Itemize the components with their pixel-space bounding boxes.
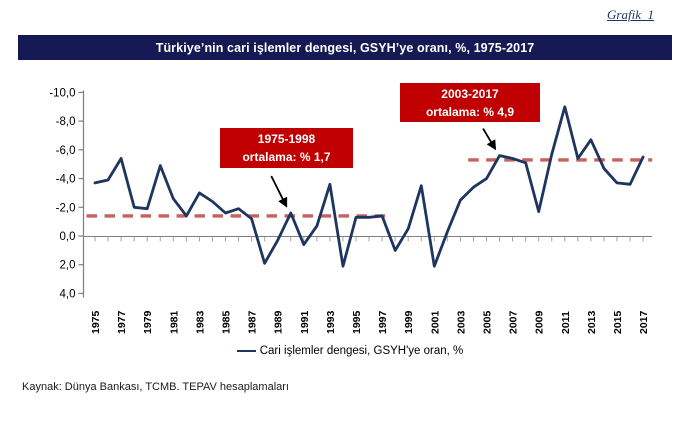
x-tick-label: 1989 [273, 310, 285, 334]
y-tick-label: -6,0 [56, 145, 76, 157]
source-note: Kaynak: Dünya Bankası, TCMB. TEPAV hesap… [22, 381, 289, 393]
x-tick-label: 1985 [221, 310, 233, 334]
chart-title: Türkiye’nin cari işlemler dengesi, GSYH’… [155, 40, 535, 55]
y-tick-label: -2,0 [56, 202, 76, 214]
x-tick-label: 2013 [586, 310, 598, 334]
chart-title-bar: Türkiye’nin cari işlemler dengesi, GSYH’… [18, 35, 672, 60]
annotation-period-label: 2003-2017 [441, 86, 499, 101]
x-tick-label: 2015 [612, 310, 624, 334]
x-tick-label: 1983 [194, 310, 206, 334]
x-tick-label: 1993 [325, 310, 337, 334]
series-line [93, 105, 645, 268]
x-tick-label: 1991 [299, 310, 311, 334]
x-tick-label: 2005 [482, 310, 494, 334]
x-tick-label: 2009 [534, 310, 546, 334]
annotation-box-1975-1998: 1975-1998 ortalama: % 1,7 [220, 128, 353, 168]
axis-labels-layer: -10,0 -8,0 -6,0 -4,0 -2,0 0,0 2,0 4,0 1975 1977 19… [49, 87, 650, 334]
y-tick-label: -4,0 [56, 174, 76, 186]
y-tick-label: -8,0 [56, 116, 76, 128]
x-tick-label: 1987 [247, 310, 259, 334]
x-tick-label: 1999 [403, 310, 415, 334]
series-layer [93, 105, 645, 268]
annotation-arrows-layer [270, 128, 497, 208]
x-tick-label: 1975 [90, 310, 102, 334]
annotation-box-2003-2017: 2003-2017 ortalama: % 4,9 [400, 83, 540, 122]
axes-layer [78, 90, 652, 298]
x-tick-label: 2017 [638, 310, 650, 334]
x-tick-label: 1997 [377, 310, 389, 334]
x-tick-label: 1977 [116, 310, 128, 334]
figure-caption-grafik: Grafik_1 [607, 7, 654, 22]
legend-label: Cari işlemler dengesi, GSYH'ye oran, % [259, 345, 464, 357]
x-tick-label: 1981 [168, 310, 180, 334]
legend-line-sample [236, 350, 256, 352]
legend: Cari işlemler dengesi, GSYH'ye oran, % [0, 345, 700, 357]
annotation-period-label: 1975-1998 [257, 132, 316, 146]
x-tick-label: 2001 [429, 310, 441, 334]
y-tick-label: 0,0 [60, 231, 76, 243]
x-tick-label: 2003 [455, 310, 467, 334]
y-tick-label: -10,0 [49, 87, 75, 99]
y-tick-label: 2,0 [60, 260, 76, 272]
average-lines-layer [86, 158, 653, 218]
x-tick-label: 1995 [351, 310, 363, 334]
x-tick-label: 2007 [508, 310, 520, 334]
y-tick-label: 4,0 [60, 288, 76, 300]
x-tick-label: 1979 [142, 310, 154, 334]
annotation-average-label: ortalama: % 1,7 [242, 150, 331, 164]
annotation-arrow [270, 175, 288, 208]
annotation-average-label: ortalama: % 4,9 [425, 104, 515, 119]
annotation-arrow [482, 128, 497, 151]
x-tick-label: 2011 [560, 311, 572, 334]
